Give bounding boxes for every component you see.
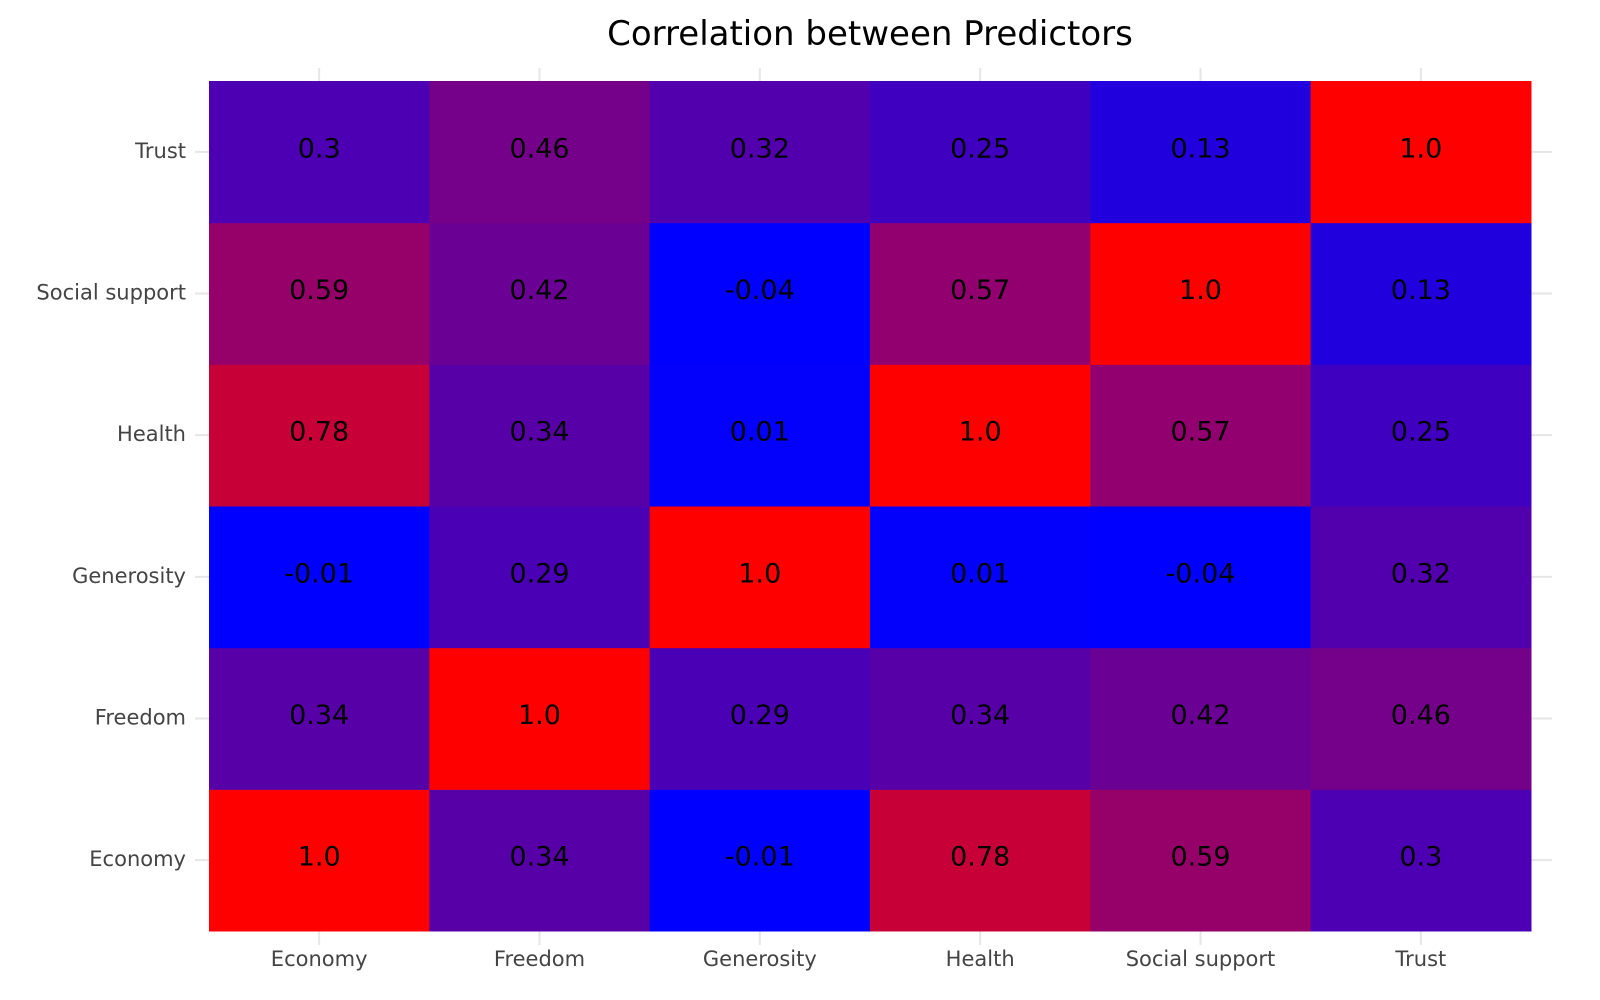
heatmap-cell: [1310, 789, 1532, 932]
cell-value-label: 0.3: [298, 133, 341, 164]
heatmap-cell: [870, 364, 1091, 507]
heatmap-cell: [649, 222, 871, 365]
heatmap-cell: [1090, 364, 1312, 507]
heatmap-cell: [1090, 222, 1312, 365]
cell-value-label: 0.13: [1391, 275, 1451, 306]
heatmap-cell: [429, 364, 651, 507]
cell-value-label: 1.0: [298, 842, 341, 873]
cell-value-label: -0.01: [284, 558, 354, 589]
cell-value-label: 0.01: [730, 417, 790, 448]
x-axis-ticks: Economy Freedom Generosity Health Social sup…: [271, 947, 1446, 971]
heatmap-cell: [649, 506, 871, 649]
cell-value-label: 0.13: [1170, 133, 1230, 164]
heatmap-cell: [1310, 647, 1532, 790]
cell-value-label: 0.42: [509, 275, 569, 306]
heatmap-cell: [870, 506, 1091, 649]
cell-value-label: 1.0: [1179, 275, 1222, 306]
cell-value-label: 0.29: [509, 558, 569, 589]
heatmap-cell: [1310, 222, 1532, 365]
cell-value-label: -0.04: [1166, 558, 1236, 589]
heatmap-cell: [649, 364, 871, 507]
heatmap-cells: [209, 81, 1532, 932]
x-tick-label: Generosity: [703, 947, 817, 971]
cell-value-label: 0.78: [950, 842, 1010, 873]
x-tick-label: Economy: [271, 947, 368, 971]
cell-value-label: -0.01: [725, 842, 795, 873]
cell-value-label: 1.0: [518, 700, 561, 731]
cell-value-label: 0.46: [1391, 700, 1451, 731]
heatmap-cell: [870, 647, 1091, 790]
cell-value-label: 0.29: [730, 700, 790, 731]
cell-value-label: 0.42: [1170, 700, 1230, 731]
heatmap-cell: [429, 81, 651, 224]
cell-value-label: 0.57: [950, 275, 1010, 306]
y-tick-label: Social support: [36, 281, 186, 305]
heatmap-cell: [870, 81, 1091, 224]
y-tick-label: Trust: [134, 139, 186, 163]
cell-value-label: 1.0: [738, 558, 781, 589]
cell-value-label: 0.78: [289, 417, 349, 448]
heatmap-cell: [209, 647, 430, 790]
cell-value-label: 1.0: [1399, 133, 1442, 164]
y-tick-label: Health: [117, 422, 186, 446]
heatmap-cell: [209, 506, 430, 649]
cell-value-label: 0.34: [289, 700, 349, 731]
cell-value-label: 0.3: [1399, 842, 1442, 873]
cell-value-label: 0.34: [950, 700, 1010, 731]
cell-value-label: 0.32: [730, 133, 790, 164]
heatmap-cell: [209, 222, 430, 365]
y-axis-ticks: Economy Freedom Generosity Health Social sup…: [36, 139, 186, 871]
heatmap-cell: [649, 789, 871, 932]
heatmap-cell: [1310, 506, 1532, 649]
heatmap-cell: [1310, 364, 1532, 507]
heatmap-cell: [429, 789, 651, 932]
x-tick-label: Trust: [1394, 947, 1446, 971]
heatmap-cell: [870, 222, 1091, 365]
cell-value-label: 0.59: [1170, 842, 1230, 873]
cell-value-label: 0.34: [509, 417, 569, 448]
cell-value-label: -0.04: [725, 275, 795, 306]
cell-value-label: 0.59: [289, 275, 349, 306]
cell-value-label: 0.25: [1391, 417, 1451, 448]
heatmap-cell: [1090, 506, 1312, 649]
y-tick-label: Economy: [89, 847, 186, 871]
y-tick-label: Generosity: [72, 564, 186, 588]
cell-value-label: 0.34: [509, 842, 569, 873]
cell-value-label: 0.01: [950, 558, 1010, 589]
heatmap-cell: [649, 647, 871, 790]
heatmap-cell: [209, 81, 430, 224]
heatmap-cell: [870, 789, 1091, 932]
heatmap-cell: [429, 506, 651, 649]
chart-title: Correlation between Predictors: [607, 14, 1133, 54]
y-tick-label: Freedom: [95, 706, 186, 730]
x-tick-label: Health: [946, 947, 1015, 971]
x-tick-label: Social support: [1126, 947, 1276, 971]
heatmap-cell: [1090, 81, 1312, 224]
heatmap-cell: [429, 222, 651, 365]
heatmap-cell: [1310, 81, 1532, 224]
heatmap-cell: [209, 789, 430, 932]
heatmap-cell: [649, 81, 871, 224]
cell-value-label: 0.25: [950, 133, 1010, 164]
x-tick-label: Freedom: [494, 947, 585, 971]
heatmap-cell: [209, 364, 430, 507]
heatmap-cell: [1090, 789, 1312, 932]
cell-value-label: 0.46: [509, 133, 569, 164]
cell-value-label: 1.0: [959, 417, 1002, 448]
cell-value-labels: 1.0 0.34 -0.01 0.78 0.59 0.3 0.34 1.0 0.29 0.34 0.…: [284, 133, 1451, 872]
cell-value-label: 0.32: [1391, 558, 1451, 589]
heatmap-cell: [429, 647, 651, 790]
heatmap-cell: [1090, 647, 1312, 790]
cell-value-label: 0.57: [1170, 417, 1230, 448]
